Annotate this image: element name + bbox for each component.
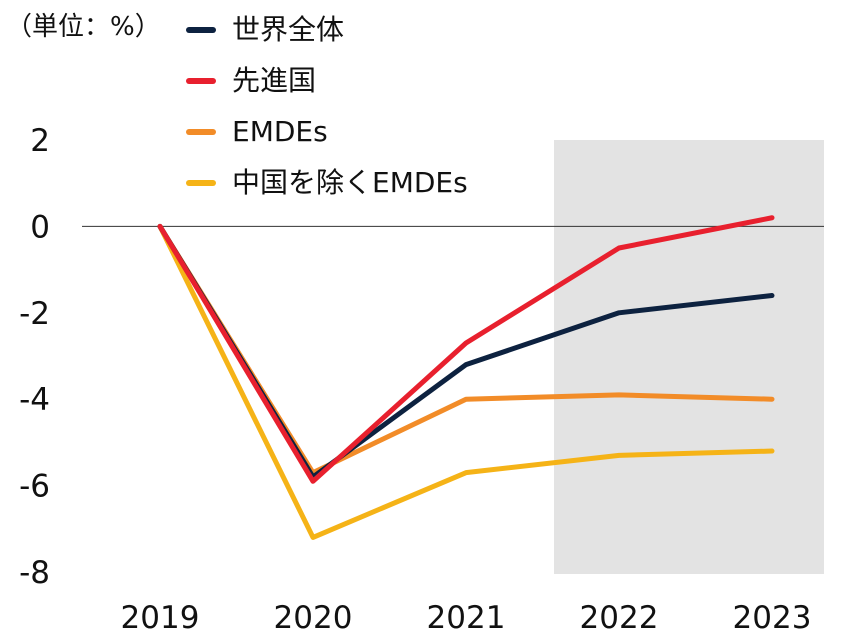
x-tick-label: 2023: [733, 600, 812, 636]
legend-swatch-advanced: [186, 78, 216, 84]
legend-swatch-emdes: [186, 129, 216, 135]
series-line-advanced: [157, 215, 775, 484]
x-tick-label: 2022: [580, 600, 659, 636]
y-axis-ticks: 2 0 -2 -4 -6 -8: [19, 123, 50, 591]
y-tick-label: 0: [30, 209, 50, 245]
y-tick-label: -4: [19, 382, 50, 418]
legend-swatch-emdes-ex-china: [186, 180, 216, 186]
legend-swatch-world: [186, 27, 216, 33]
y-tick-label: -6: [19, 469, 50, 505]
y-tick-label: -2: [19, 296, 50, 332]
unit-label: （単位：%）: [6, 12, 161, 42]
y-tick-label: -8: [19, 555, 50, 591]
legend-label-world: 世界全体: [232, 13, 345, 46]
x-axis-ticks: 2019 2020 2021 2022 2023: [121, 600, 812, 636]
x-tick-label: 2019: [121, 600, 200, 636]
series-line-emdes-ex-china: [157, 223, 775, 540]
y-tick-label: 2: [30, 123, 50, 159]
x-tick-label: 2021: [427, 600, 506, 636]
legend-label-emdes: EMDEs: [232, 115, 328, 148]
legend-label-emdes-ex-china: 中国を除くEMDEs: [232, 166, 468, 199]
legend-label-advanced: 先進国: [232, 64, 317, 97]
series-lines: [157, 215, 775, 540]
forecast-shaded-region: [554, 140, 824, 574]
x-tick-label: 2020: [274, 600, 353, 636]
